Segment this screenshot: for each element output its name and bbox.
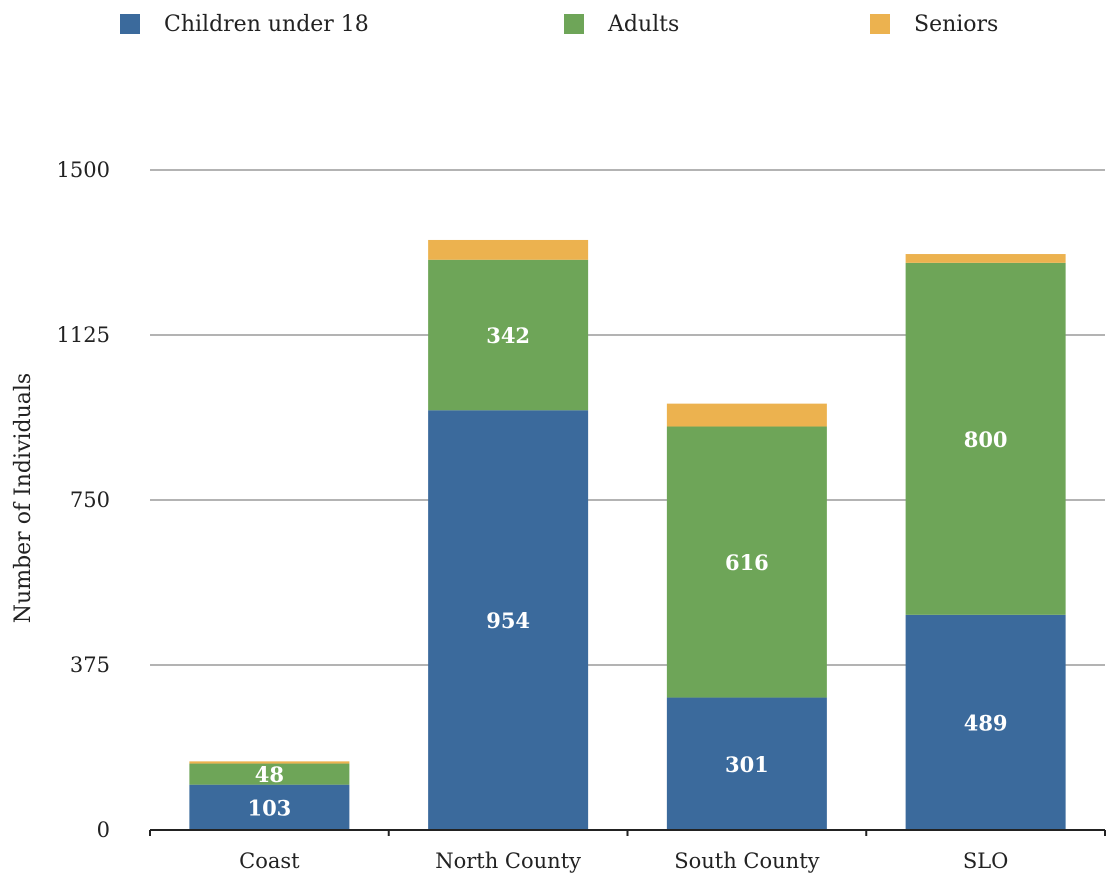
- legend: Children under 18 Adults Seniors: [120, 12, 998, 37]
- data-label-1-2: 616: [725, 550, 769, 575]
- data-label-1-0: 48: [255, 762, 284, 787]
- bars: [189, 239, 1066, 830]
- x-tick-label-0: Coast: [239, 849, 300, 873]
- bar-0-1: [428, 410, 589, 830]
- bar-1-0: [189, 763, 350, 785]
- y-axis-title: Number of Individuals: [11, 373, 36, 623]
- bar-1-3: [905, 262, 1066, 615]
- bar-1-2: [666, 426, 827, 698]
- y-tick-label-0: 0: [97, 818, 110, 842]
- legend-swatch-2: [870, 14, 890, 34]
- y-tick-label-1: 375: [70, 653, 110, 677]
- y-tick-label-3: 1125: [57, 323, 110, 347]
- bar-2-2: [666, 403, 827, 427]
- x-axis: Coast North County South County SLO: [149, 829, 1106, 873]
- x-tick-label-3: SLO: [963, 849, 1009, 873]
- legend-label-1: Adults: [607, 12, 679, 37]
- y-tick-label-2: 750: [70, 488, 110, 512]
- data-label-1-3: 800: [964, 427, 1008, 452]
- bar-2-0: [189, 761, 350, 764]
- data-labels: 103 48 954 342 301 616 489 800: [247, 323, 1007, 820]
- data-label-0-3: 489: [964, 710, 1008, 735]
- bar-2-1: [428, 239, 589, 260]
- data-label-0-1: 954: [486, 608, 530, 633]
- y-tick-label-4: 1500: [57, 158, 110, 182]
- legend-label-0: Children under 18: [164, 12, 369, 37]
- bar-0-3: [905, 614, 1066, 830]
- x-tick-label-2: South County: [674, 849, 819, 873]
- bar-2-3: [905, 254, 1066, 263]
- legend-swatch-1: [564, 14, 584, 34]
- data-label-0-0: 103: [247, 795, 291, 820]
- x-tick-label-1: North County: [435, 849, 581, 873]
- bar-0-0: [189, 784, 350, 830]
- legend-label-2: Seniors: [914, 12, 998, 37]
- data-label-1-1: 342: [486, 323, 530, 348]
- bar-0-2: [666, 697, 827, 830]
- data-label-0-2: 301: [725, 752, 769, 777]
- legend-swatch-0: [120, 14, 140, 34]
- bar-1-1: [428, 259, 589, 411]
- y-axis: 0 375 750 1125 1500: [57, 158, 110, 842]
